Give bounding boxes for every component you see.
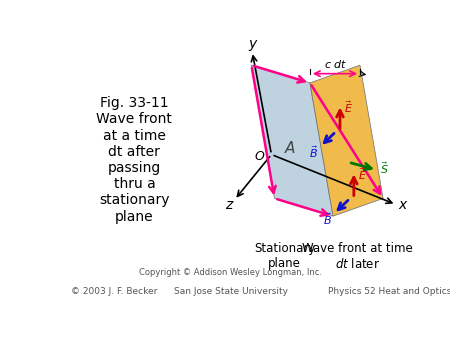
Text: San Jose State University: San Jose State University bbox=[174, 287, 288, 296]
Text: Wave front at time
$dt$ later: Wave front at time $dt$ later bbox=[302, 242, 413, 271]
Text: $\vec{E}$: $\vec{E}$ bbox=[344, 99, 353, 115]
Text: $\vec{S}$: $\vec{S}$ bbox=[380, 161, 389, 176]
Text: © 2003 J. F. Becker: © 2003 J. F. Becker bbox=[71, 287, 158, 296]
Polygon shape bbox=[252, 65, 333, 216]
Text: Fig. 33-11
Wave front
at a time
dt after
passing
thru a
stationary
plane: Fig. 33-11 Wave front at a time dt after… bbox=[96, 96, 172, 224]
Text: Stationary
plane: Stationary plane bbox=[254, 242, 315, 270]
Text: $\vec{B}$: $\vec{B}$ bbox=[323, 212, 332, 227]
Text: $c\ dt$: $c\ dt$ bbox=[324, 58, 347, 70]
Text: $\vec{B}$: $\vec{B}$ bbox=[310, 145, 319, 160]
Text: z: z bbox=[225, 198, 232, 212]
Text: Copyright © Addison Wesley Longman, Inc.: Copyright © Addison Wesley Longman, Inc. bbox=[139, 268, 322, 277]
Text: y: y bbox=[248, 37, 256, 51]
Text: O: O bbox=[255, 150, 265, 163]
Text: $\vec{E}$: $\vec{E}$ bbox=[358, 166, 367, 182]
Text: x: x bbox=[398, 198, 406, 212]
Text: A: A bbox=[285, 141, 295, 156]
Text: Physics 52 Heat and Optics: Physics 52 Heat and Optics bbox=[328, 287, 450, 296]
Polygon shape bbox=[310, 65, 383, 216]
